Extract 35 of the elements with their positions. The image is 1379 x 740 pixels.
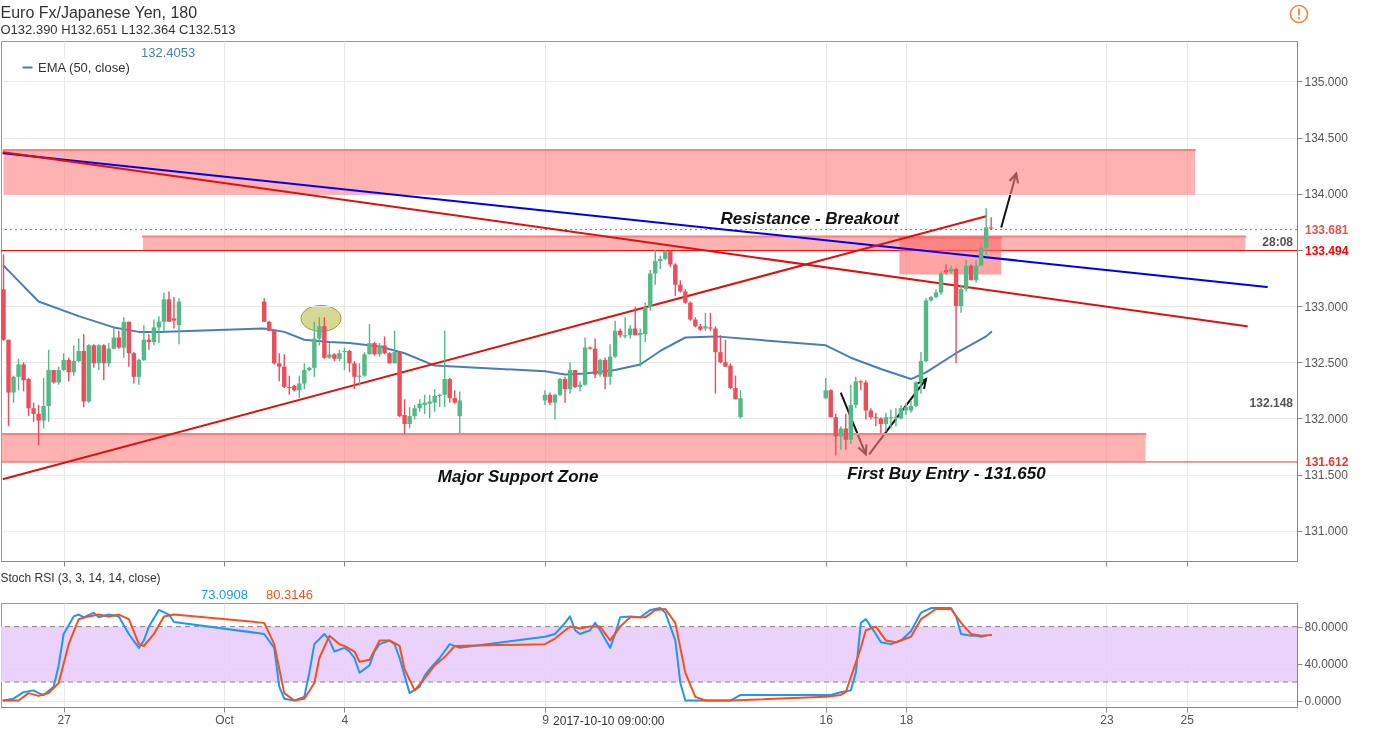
x-tick-label: 4 [341, 712, 349, 727]
y-tick-label: 132.500 [1304, 355, 1349, 370]
text: 2017-10-10 09:00:00 [553, 714, 665, 728]
annotation: 28:08 [1262, 234, 1294, 249]
ref-line-label: 133.681 [1305, 222, 1349, 237]
x-tick-label: 27 [57, 712, 72, 727]
text: 73.0908 [201, 587, 248, 602]
x-tick-label: 9 [542, 712, 550, 727]
annotation: Resistance - Breakout [720, 208, 901, 228]
y-tick-label: 40.0000 [1304, 657, 1349, 672]
x-tick-label: 23 [1100, 712, 1114, 727]
y-tick-label: 0.0000 [1304, 694, 1342, 709]
chart-subtitle: O132.390 H132.651 L132.364 C132.513 [0, 22, 236, 37]
y-tick-label: 132.000 [1304, 411, 1349, 426]
y-tick-label: 131.000 [1304, 524, 1349, 539]
chart-title: Stoch RSI (3, 3, 14, 14, close) [0, 571, 161, 585]
y-tick-label: 134.000 [1304, 187, 1349, 202]
chart-title: Euro Fx/Japanese Yen, 180 [0, 4, 198, 21]
y-tick-label: 134.500 [1304, 131, 1349, 146]
x-tick-label: 25 [1180, 712, 1195, 727]
x-tick-label: 18 [899, 712, 914, 727]
annotation: First Buy Entry - 131.650 [847, 463, 1047, 483]
annotation: 132.4053 [141, 45, 196, 60]
ref-line-label: 133.494 [1305, 243, 1349, 258]
annotation: Major Support Zone [437, 466, 599, 486]
y-tick-label: 80.0000 [1304, 620, 1349, 635]
x-tick-label: 16 [819, 712, 834, 727]
text: 80.3146 [266, 587, 313, 602]
y-tick-label: 133.000 [1304, 299, 1349, 314]
x-tick-label: Oct [215, 712, 235, 727]
annotation: 132.148 [1249, 395, 1294, 410]
y-tick-label: 135.000 [1304, 74, 1349, 89]
ref-line-label: 131.612 [1305, 454, 1349, 469]
y-tick-label: 131.500 [1304, 468, 1349, 483]
legend-label: EMA (50, close) [38, 59, 130, 75]
